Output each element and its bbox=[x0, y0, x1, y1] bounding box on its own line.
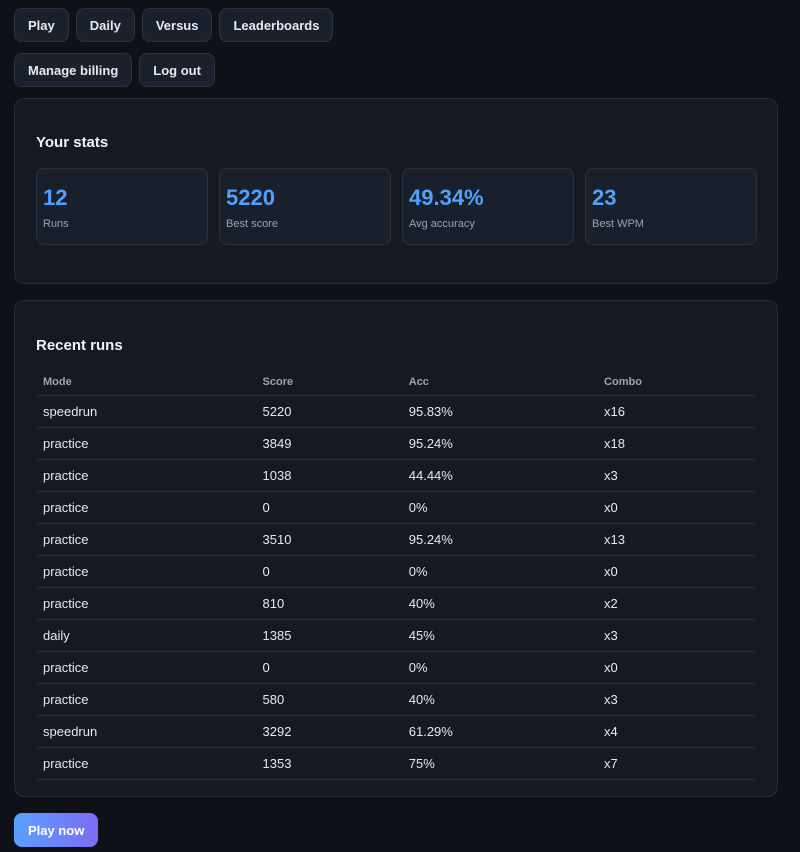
stat-value: 49.34% bbox=[409, 185, 484, 210]
run-row: practice 1353 75% x7 bbox=[36, 747, 756, 780]
nav-button[interactable]: Versus bbox=[141, 8, 213, 42]
cell: practice bbox=[36, 427, 256, 460]
run-row: practice 580 40% x3 bbox=[36, 683, 756, 716]
cell: practice bbox=[36, 587, 256, 620]
cell: x2 bbox=[597, 587, 756, 620]
cell: 1038 bbox=[255, 459, 402, 492]
cell: 40% bbox=[401, 587, 598, 620]
nav-button[interactable]: Leaderboards bbox=[219, 8, 334, 42]
run-row: speedrun 3292 61.29% x4 bbox=[36, 715, 756, 748]
table-body: speedrun 5220 95.83% x16 practice 3849 95.24% x… bbox=[36, 395, 756, 780]
stat-tiles: 12 Runs 5220 Best score 49.34% Avg accuracy 23… bbox=[36, 168, 757, 245]
cell: 0% bbox=[401, 555, 598, 588]
stat-label: Runs bbox=[43, 218, 69, 230]
run-row: practice 810 40% x2 bbox=[36, 587, 756, 620]
cell: speedrun bbox=[36, 395, 256, 428]
nav-button[interactable]: Log out bbox=[139, 53, 215, 87]
cell: 580 bbox=[255, 683, 402, 716]
cell: x16 bbox=[597, 395, 756, 428]
run-row: speedrun 5220 95.83% x16 bbox=[36, 395, 756, 428]
run-row: practice 0 0% x0 bbox=[36, 491, 756, 524]
cell: daily bbox=[36, 619, 256, 652]
nav-row: Manage billing Log out bbox=[14, 53, 215, 87]
cell: 1385 bbox=[255, 619, 402, 652]
stat-tile: 12 Runs bbox=[36, 168, 208, 245]
stat-label: Best score bbox=[226, 218, 278, 230]
nav-button[interactable]: Daily bbox=[75, 8, 135, 42]
cell: 95.83% bbox=[401, 395, 598, 428]
cell: practice bbox=[36, 459, 256, 492]
cell: x3 bbox=[597, 619, 756, 652]
stat-value: 23 bbox=[592, 185, 617, 210]
cell: 95.24% bbox=[401, 427, 598, 460]
cell: 3292 bbox=[255, 715, 402, 748]
cell: practice bbox=[36, 523, 256, 556]
cell: 3849 bbox=[255, 427, 402, 460]
run-row: practice 3849 95.24% x18 bbox=[36, 427, 756, 460]
cell: 61.29% bbox=[401, 715, 598, 748]
card-title: Your stats bbox=[36, 134, 109, 151]
cell: 3510 bbox=[255, 523, 402, 556]
cell: x18 bbox=[597, 427, 756, 460]
cell: practice bbox=[36, 491, 256, 524]
stat-label: Best WPM bbox=[592, 218, 644, 230]
card-title: Recent runs bbox=[36, 337, 123, 354]
cell: practice bbox=[36, 651, 256, 684]
nav-button[interactable]: Play bbox=[14, 8, 69, 42]
stats-card: Your stats 12 Runs 5220 Best score 49.34% Avg… bbox=[14, 98, 778, 284]
cell: 95.24% bbox=[401, 523, 598, 556]
cell: 810 bbox=[255, 587, 402, 620]
run-row: practice 0 0% x0 bbox=[36, 555, 756, 588]
cell: practice bbox=[36, 747, 256, 780]
cell: 44.44% bbox=[401, 459, 598, 492]
nav-row: Play Daily Versus Leaderboards bbox=[14, 8, 334, 42]
cell: x7 bbox=[597, 747, 756, 780]
cell: 0% bbox=[401, 491, 598, 524]
stat-value: 5220 bbox=[226, 185, 275, 210]
cell: 0 bbox=[255, 651, 402, 684]
cell: 75% bbox=[401, 747, 598, 780]
run-row: daily 1385 45% x3 bbox=[36, 619, 756, 652]
column-header: Score bbox=[255, 368, 402, 396]
cell: 5220 bbox=[255, 395, 402, 428]
cell: x13 bbox=[597, 523, 756, 556]
run-row: practice 3510 95.24% x13 bbox=[36, 523, 756, 556]
runs-card: Recent runs Mode Score Acc Combo speedrun 52… bbox=[14, 300, 778, 797]
column-header: Mode bbox=[36, 368, 256, 396]
cell: x4 bbox=[597, 715, 756, 748]
column-header: Acc bbox=[401, 368, 598, 396]
play-now-button[interactable]: Play now bbox=[14, 813, 99, 847]
cell: 40% bbox=[401, 683, 598, 716]
cell: 0 bbox=[255, 491, 402, 524]
stat-tile: 23 Best WPM bbox=[585, 168, 757, 245]
cell: practice bbox=[36, 683, 256, 716]
column-header: Combo bbox=[597, 368, 756, 396]
cell: x3 bbox=[597, 459, 756, 492]
cell: 1353 bbox=[255, 747, 402, 780]
cell: practice bbox=[36, 555, 256, 588]
cell: x0 bbox=[597, 555, 756, 588]
cell: x0 bbox=[597, 491, 756, 524]
cell: 0% bbox=[401, 651, 598, 684]
stat-tile: 5220 Best score bbox=[219, 168, 391, 245]
cell: x3 bbox=[597, 683, 756, 716]
nav-button[interactable]: Manage billing bbox=[14, 53, 133, 87]
stat-value: 12 bbox=[43, 185, 68, 210]
stat-label: Avg accuracy bbox=[409, 218, 475, 230]
cell: x0 bbox=[597, 651, 756, 684]
run-row: practice 1038 44.44% x3 bbox=[36, 459, 756, 492]
run-row: practice 0 0% x0 bbox=[36, 651, 756, 684]
cell: 45% bbox=[401, 619, 598, 652]
stat-tile: 49.34% Avg accuracy bbox=[402, 168, 574, 245]
header-row: Mode Score Acc Combo bbox=[36, 368, 756, 396]
runs-table: Mode Score Acc Combo speedrun 5220 95.83% x16 p… bbox=[36, 368, 756, 780]
cell: speedrun bbox=[36, 715, 256, 748]
cell: 0 bbox=[255, 555, 402, 588]
